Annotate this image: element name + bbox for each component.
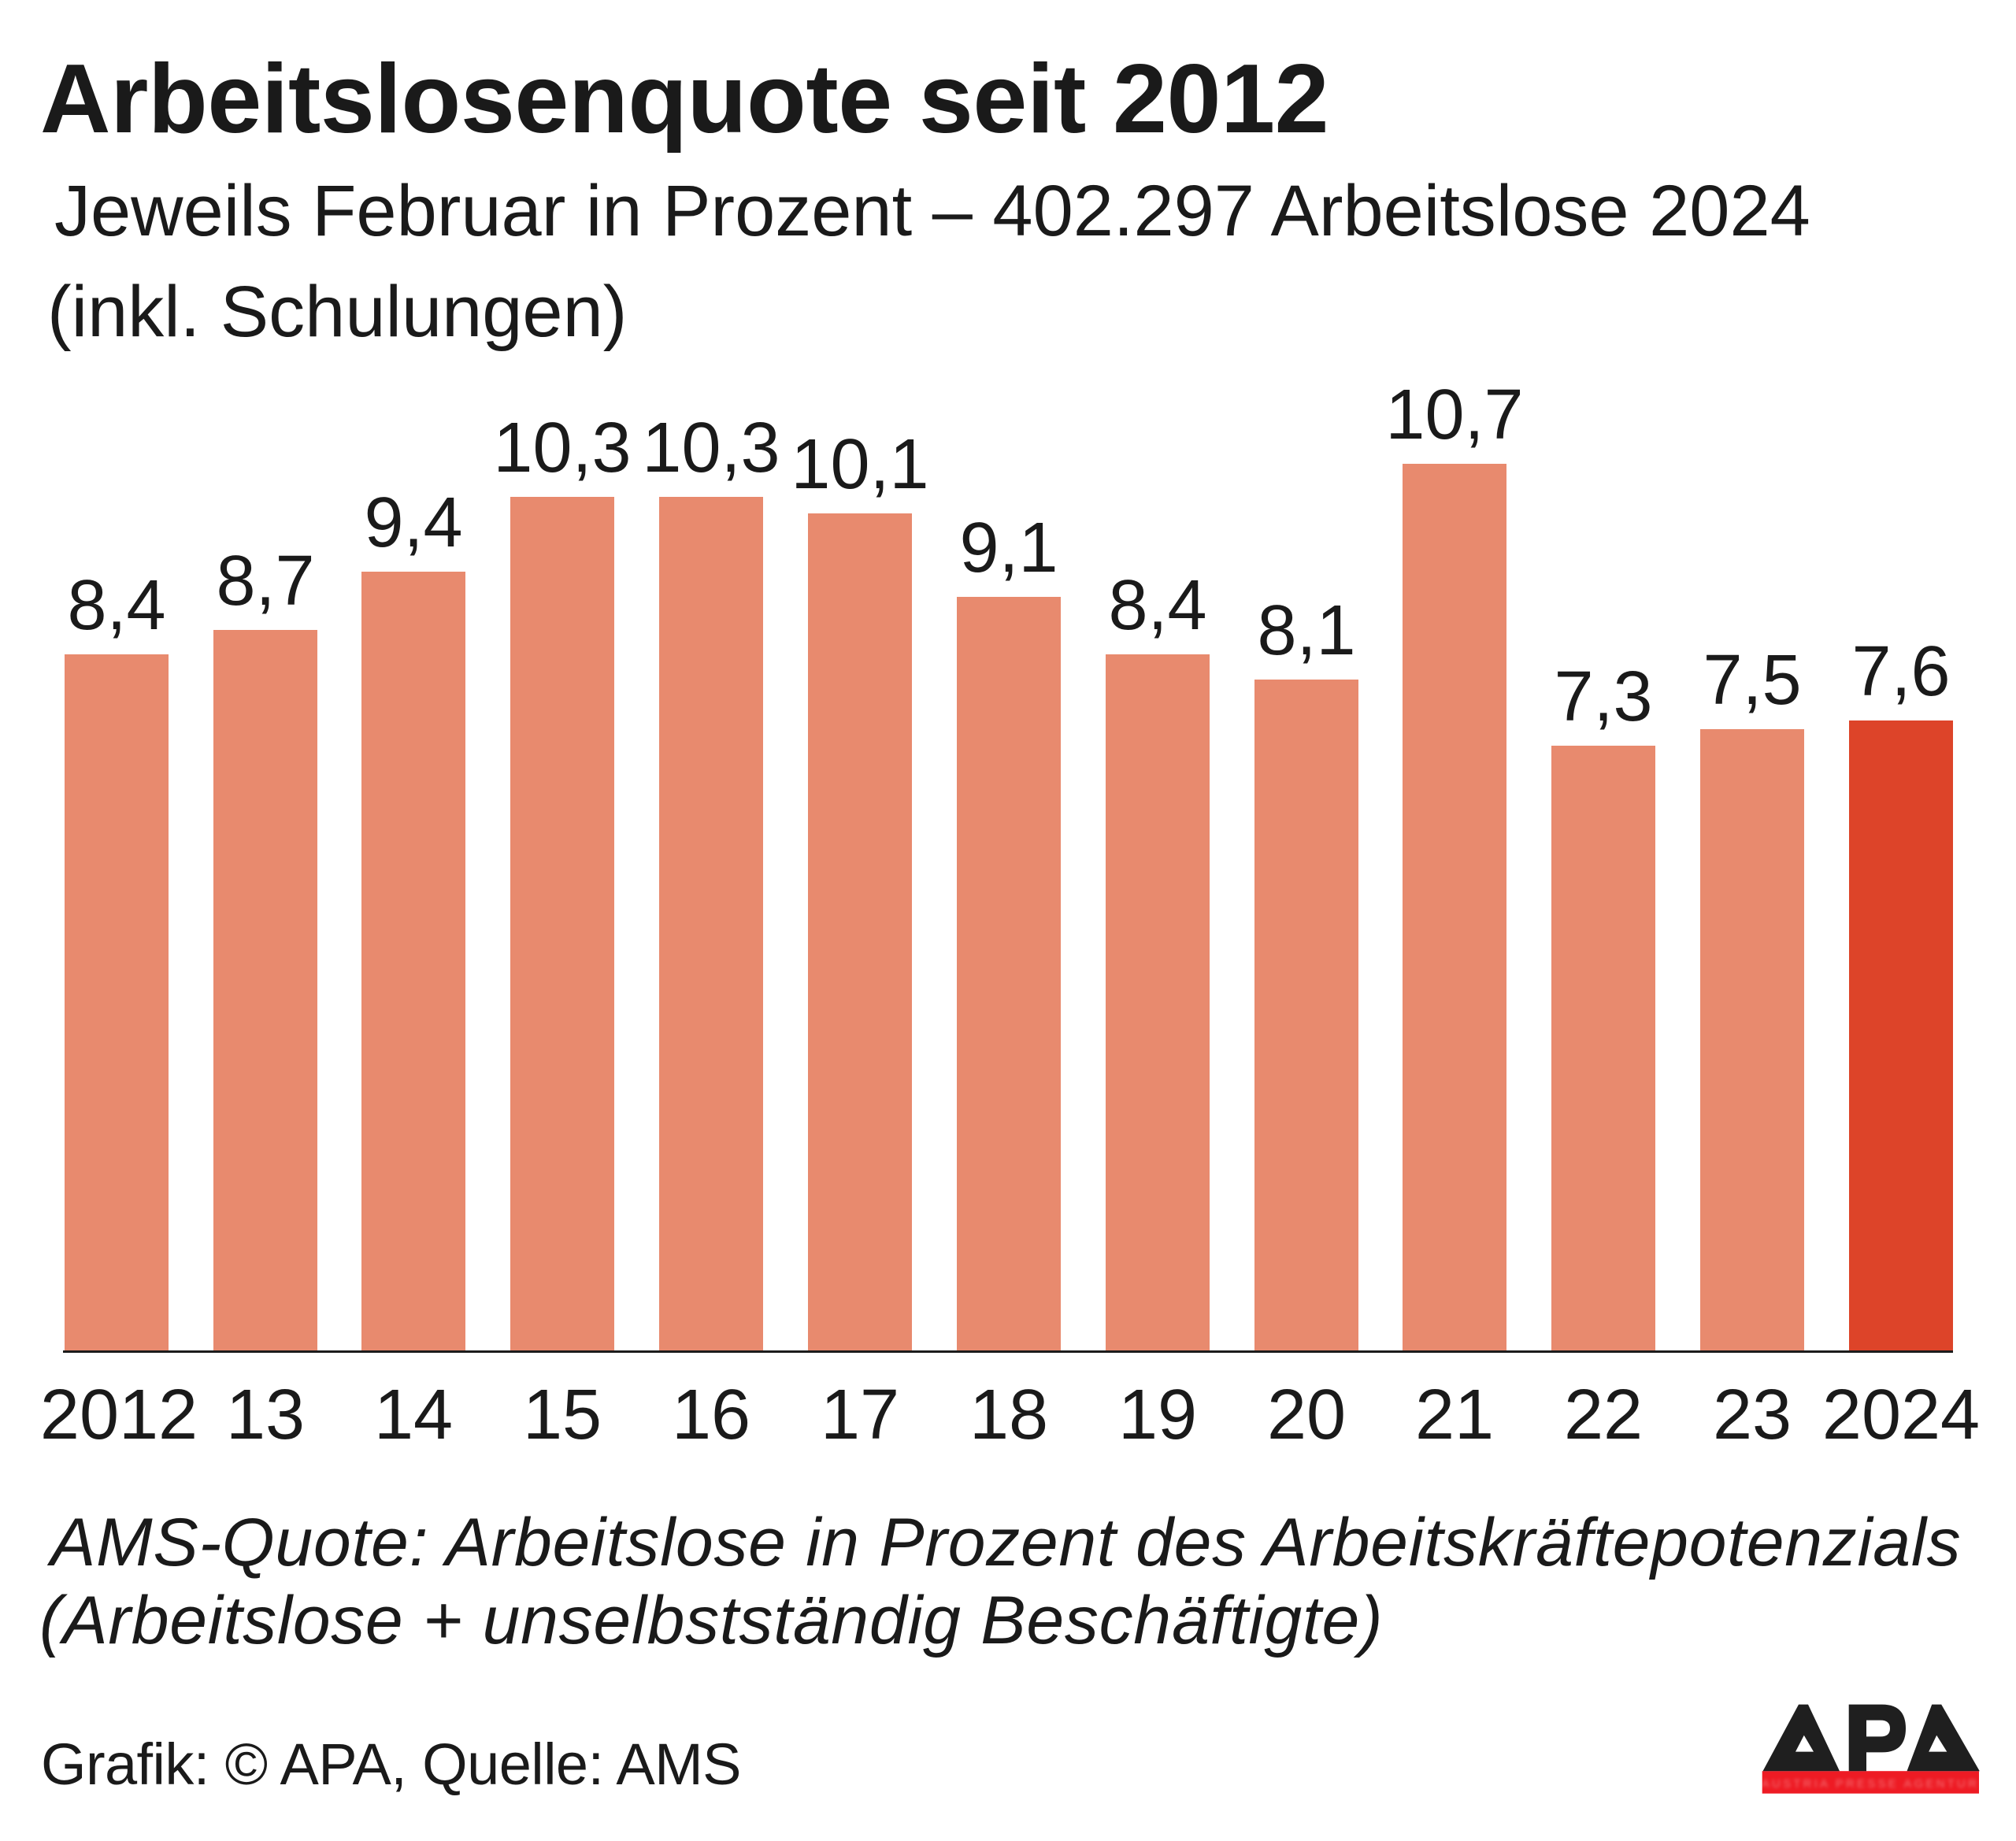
svg-text:AUSTRIA PRESSE AGENTUR: AUSTRIA PRESSE AGENTUR — [1762, 1777, 1979, 1791]
